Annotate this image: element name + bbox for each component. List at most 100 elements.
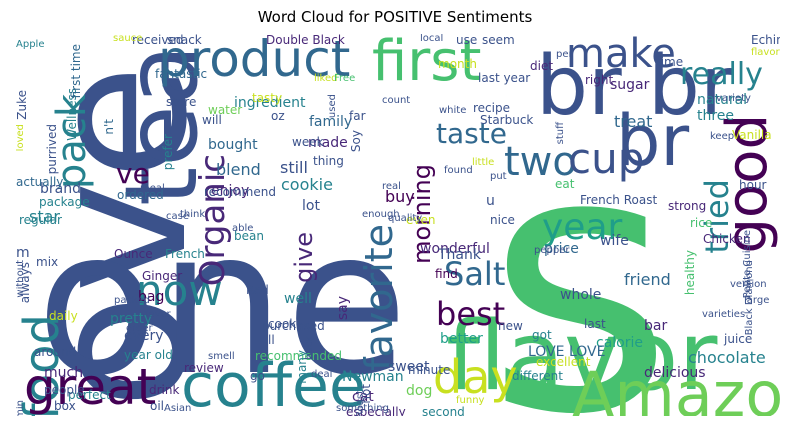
word-44: sugar [610, 77, 650, 93]
word-70: around [34, 345, 77, 359]
word-53: much [44, 365, 84, 381]
word-34: bought [208, 137, 258, 153]
word-173: large [744, 295, 770, 306]
word-48: family [309, 114, 353, 130]
word-138: smell [208, 351, 235, 362]
word-121: thing [313, 154, 344, 168]
word-63: French [165, 247, 205, 261]
word-94: use [456, 34, 478, 47]
word-129: oz [271, 109, 285, 123]
word-183: flavorful [751, 47, 780, 58]
word-56: Ginger [142, 269, 183, 283]
word-77: dog [406, 383, 433, 399]
word-109: strong [668, 199, 707, 213]
word-80: sweet [388, 359, 430, 375]
word-90: fantastic [155, 67, 208, 81]
word-146: loved [16, 124, 26, 152]
word-144: Zuke [16, 90, 29, 120]
word-6: coffee [181, 351, 366, 416]
word-5: Amazon [572, 358, 780, 417]
word-30: ve [116, 157, 150, 190]
word-147: actually [16, 175, 64, 189]
word-38: blend [216, 160, 261, 179]
word-110: juice [724, 332, 753, 346]
word-176: pepper [534, 245, 570, 256]
word-133: month [438, 57, 477, 71]
word-4: flavor [446, 302, 718, 412]
word-59: mix [36, 255, 59, 269]
word-158: think [180, 209, 206, 220]
word-37: cookie [281, 175, 333, 194]
word-58: daily [49, 309, 78, 323]
word-49: made [308, 135, 348, 151]
word-1: one [36, 187, 409, 416]
word-19: taste [436, 117, 507, 150]
word-97: recommend [204, 185, 276, 199]
word-52: better [440, 331, 483, 347]
word-82: Thank [438, 247, 481, 263]
word-184: per [556, 49, 573, 60]
word-108: rice [690, 216, 713, 230]
word-31: chocolate [688, 348, 766, 367]
word-67: every [124, 328, 164, 344]
word-170: keep [710, 131, 735, 142]
word-153: cook [268, 317, 297, 331]
word-124: Red [246, 283, 269, 297]
word-128: will [202, 113, 222, 127]
word-136: new [498, 319, 523, 333]
word-103: first time [69, 44, 83, 99]
word-41: price [544, 241, 579, 257]
word-43: whole [560, 287, 602, 303]
word-107: hour [739, 178, 767, 192]
word-100: ordered [117, 188, 164, 202]
word-7: br br [536, 39, 734, 134]
word-23: favorite [357, 224, 401, 371]
word-116: sauce [113, 34, 143, 44]
word-149: people [44, 383, 85, 397]
word-159: without [16, 260, 26, 298]
word-152: go [250, 369, 265, 383]
word-86: excellent [536, 355, 591, 369]
word-143: Echinacea [751, 34, 780, 47]
word-92: recipe [473, 101, 510, 115]
word-88: wife [600, 233, 629, 249]
word-178: something [336, 403, 389, 414]
word-98: water [208, 103, 243, 117]
word-47: natural [697, 92, 748, 108]
word-163: quality [388, 213, 423, 224]
word-18: cup [568, 134, 645, 183]
word-167: count [382, 95, 411, 106]
word-66: pretty [110, 311, 153, 327]
word-122: store [166, 95, 197, 109]
word-101: n't [102, 119, 116, 135]
word-2: s [486, 74, 674, 417]
word-15: day [433, 350, 518, 404]
word-177: funny [456, 395, 485, 406]
word-69: perfect [68, 388, 111, 402]
word-139: minute [408, 363, 451, 377]
word-36: still [280, 158, 308, 177]
word-96: snack [167, 34, 202, 47]
chart-title: Word Cloud for POSITIVE Sentiments [257, 8, 533, 26]
word-114: right [585, 73, 614, 87]
word-20: year [542, 207, 623, 248]
word-151: ll [268, 333, 275, 347]
word-93: seem [482, 34, 515, 47]
word-148: E Vitamin [16, 400, 26, 416]
word-89: time [656, 55, 684, 69]
word-130: far [349, 109, 366, 123]
word-95: received [132, 34, 184, 47]
word-99: prefer [161, 134, 175, 171]
word-8: br [616, 100, 690, 182]
word-79: second [422, 405, 465, 416]
word-126: regular [19, 213, 62, 227]
word-21: now [136, 266, 223, 315]
word-188: m [16, 245, 30, 261]
word-84: LOVE LOVE [528, 344, 606, 360]
word-132: diet [530, 59, 554, 73]
word-181: used [327, 94, 338, 119]
word-156: never [142, 309, 171, 320]
word-123: purchased [262, 319, 325, 333]
word-145: Apple [16, 39, 45, 50]
word-182: stuff [555, 122, 566, 145]
